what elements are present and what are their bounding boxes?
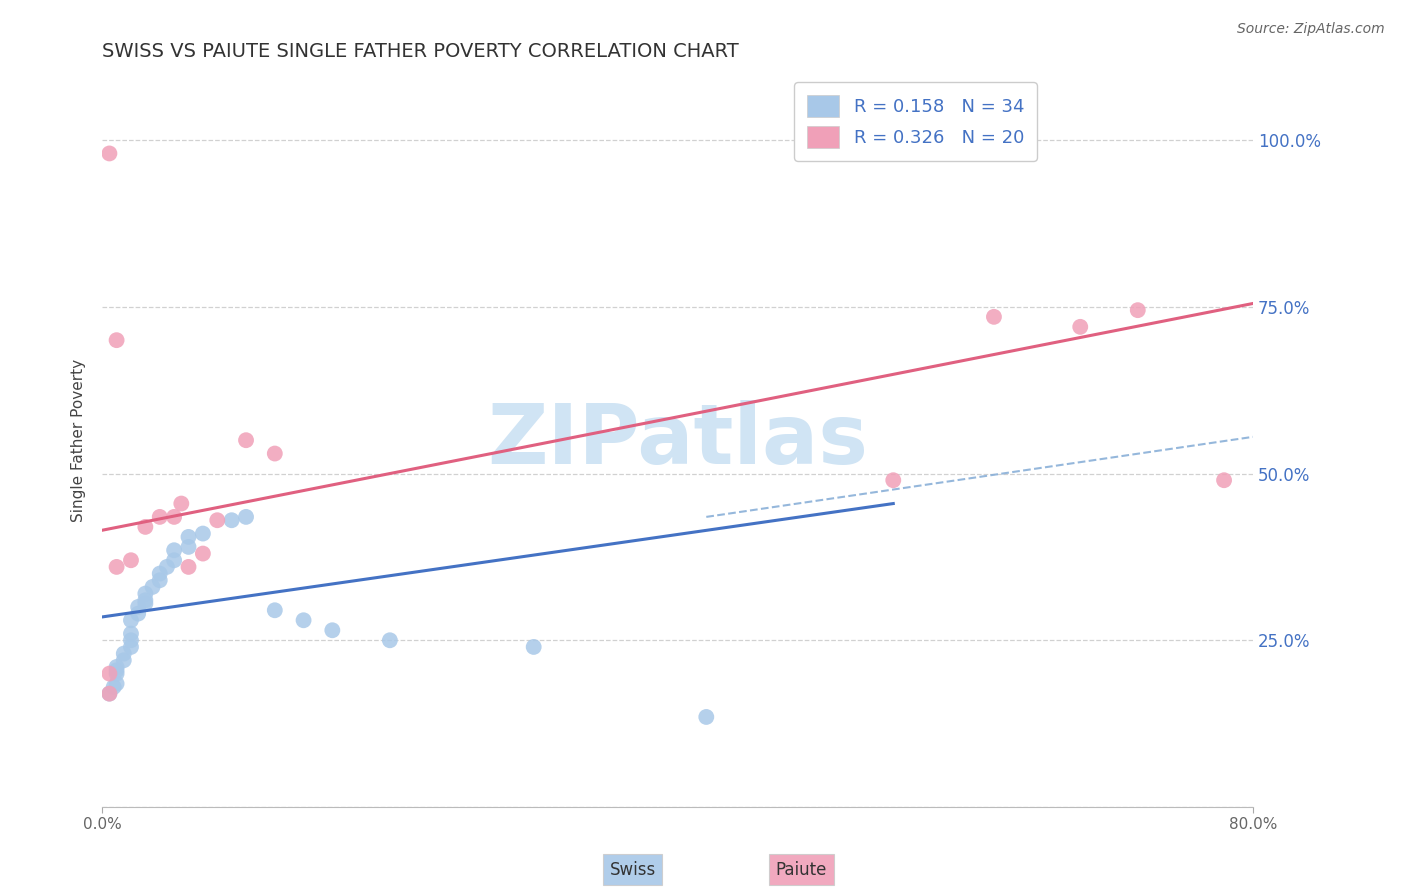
Point (98, 146, 121, 161)
Point (120, 613, 142, 627)
Point (105, 560, 128, 574)
Point (105, 660, 128, 674)
Point (105, 666, 128, 681)
Point (1126, 303, 1149, 318)
Text: SWISS VS PAIUTE SINGLE FATHER POVERTY CORRELATION CHART: SWISS VS PAIUTE SINGLE FATHER POVERTY CO… (103, 42, 740, 61)
Point (98, 687, 121, 701)
Point (177, 530, 200, 544)
Point (134, 593, 156, 607)
Point (1069, 319, 1091, 334)
Point (134, 586, 156, 600)
Legend: R = 0.158   N = 34, R = 0.326   N = 20: R = 0.158 N = 34, R = 0.326 N = 20 (794, 82, 1036, 161)
Point (170, 497, 193, 511)
Point (142, 580, 165, 594)
Point (134, 520, 156, 534)
Point (103, 680, 125, 694)
Point (134, 597, 156, 611)
Point (105, 676, 128, 690)
Text: Swiss: Swiss (610, 861, 655, 879)
Point (149, 509, 172, 524)
Point (177, 540, 200, 554)
Point (105, 663, 128, 677)
Text: Source: ZipAtlas.com: Source: ZipAtlas.com (1237, 22, 1385, 37)
Point (163, 509, 186, 524)
Point (235, 434, 257, 448)
Point (321, 624, 343, 638)
Point (263, 446, 285, 460)
Point (191, 526, 214, 541)
Point (163, 543, 186, 558)
Text: ZIPatlas: ZIPatlas (486, 400, 868, 481)
Point (105, 333, 128, 347)
Point (127, 607, 149, 621)
Point (207, 513, 229, 527)
Point (177, 560, 200, 574)
Point (163, 553, 186, 567)
Point (191, 547, 214, 561)
Point (112, 647, 135, 661)
Point (120, 553, 142, 567)
Point (120, 626, 142, 640)
Point (882, 473, 904, 487)
Point (156, 560, 179, 574)
Point (235, 509, 257, 524)
Point (695, 710, 717, 724)
Point (149, 574, 172, 588)
Point (127, 599, 149, 614)
Point (378, 633, 401, 648)
Point (120, 633, 142, 648)
Point (98, 687, 121, 701)
Y-axis label: Single Father Poverty: Single Father Poverty (72, 359, 86, 522)
Point (221, 513, 243, 527)
Point (112, 653, 135, 667)
Text: Paiute: Paiute (776, 861, 827, 879)
Point (1213, 473, 1236, 487)
Point (120, 640, 142, 654)
Point (292, 613, 315, 627)
Point (149, 566, 172, 581)
Point (983, 310, 1005, 324)
Point (98, 666, 121, 681)
Point (523, 640, 546, 654)
Point (263, 603, 285, 617)
